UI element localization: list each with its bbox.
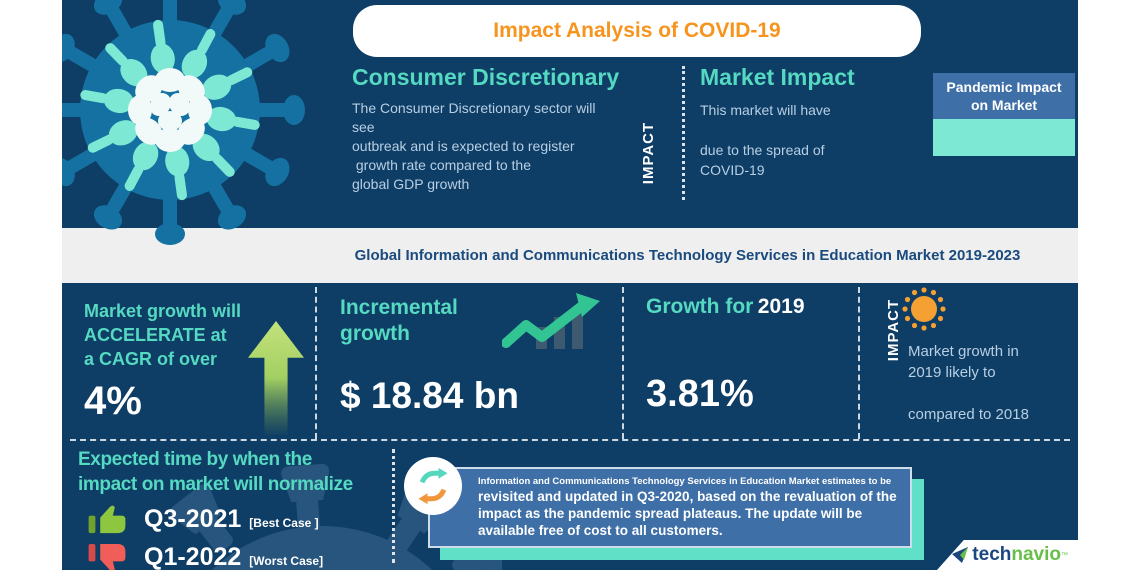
- update-note-box: Information and Communications Technolog…: [428, 467, 912, 548]
- impact-2019-text: Market growth in 2019 likely to compared…: [908, 341, 1029, 425]
- page-title: Impact Analysis of COVID-19: [493, 19, 781, 42]
- thumbs-up-icon: [88, 505, 126, 534]
- worst-case-value: Q1-2022: [144, 543, 242, 570]
- stats-band: Market growth will ACCELERATE at a CAGR …: [62, 283, 1078, 570]
- brand-corner: tech navio ™: [937, 540, 1078, 570]
- worst-case-row: Q1-2022 [Worst Case]: [88, 542, 353, 570]
- incremental-heading-line: Incremental: [340, 296, 458, 319]
- impact-vertical-label-bottom: IMPACT: [885, 298, 902, 362]
- note-body: revisited and updated in Q3-2020, based …: [478, 489, 897, 538]
- market-title-band: Global Information and Communications Te…: [62, 228, 1078, 283]
- body-line: growth rate compared to the: [352, 157, 531, 173]
- trademark-mark: ™: [1061, 551, 1068, 559]
- best-case-label: [Best Case ]: [249, 515, 319, 530]
- refresh-arrows-icon: [418, 467, 448, 505]
- cagr-heading-line: ACCELERATE at: [84, 325, 227, 345]
- brand-name-tech: tech: [972, 544, 1012, 565]
- body-line: outbreak and is expected to register: [352, 138, 575, 154]
- trend-up-icon: [502, 293, 600, 349]
- bottom-dotted-separator: [392, 449, 395, 563]
- note-market-name: Information and Communications Technolog…: [478, 476, 892, 487]
- pandemic-impact-badge-swatch: [933, 119, 1075, 156]
- normalize-block: Expected time by when the impact on mark…: [78, 447, 353, 570]
- impact-line: [908, 383, 1029, 404]
- refresh-icon: [404, 457, 462, 515]
- growth-year: 2019: [757, 295, 805, 318]
- growth-up-arrow-icon: [248, 321, 304, 435]
- impact-line: 2019 likely to: [908, 364, 996, 381]
- cagr-heading-line: a CAGR of over: [84, 349, 218, 369]
- stat-separator: [858, 287, 860, 439]
- best-case-value: Q3-2021: [144, 505, 242, 533]
- body-line: [700, 120, 831, 140]
- pandemic-impact-badge-label: Pandemic Impact on Market: [933, 73, 1075, 119]
- top-band: Impact Analysis of COVID-19 Consumer Dis…: [62, 0, 1078, 228]
- body-line: see: [352, 119, 375, 135]
- consumer-discretionary-body: The Consumer Discretionary sector will s…: [352, 99, 596, 194]
- body-line: due to the spread of: [700, 142, 825, 158]
- worst-case-label: [Worst Case]: [249, 553, 324, 568]
- virus-illustration: [62, 0, 322, 262]
- best-case-row: Q3-2021 [Best Case ]: [88, 504, 353, 535]
- infographic-canvas: Impact Analysis of COVID-19 Consumer Dis…: [62, 0, 1078, 570]
- stat-incremental-growth: Incremental growth $ 18.84 bn: [340, 295, 519, 417]
- coronavirus-icon: [902, 287, 946, 331]
- stat-cagr: Market growth will ACCELERATE at a CAGR …: [84, 299, 241, 424]
- stat-separator: [622, 287, 624, 439]
- growth-value: 3.81%: [646, 373, 754, 415]
- cagr-value: 4%: [84, 379, 142, 423]
- body-line: COVID-19: [700, 162, 765, 178]
- body-line: The Consumer Discretionary sector will: [352, 100, 596, 116]
- body-line: global GDP growth: [352, 176, 470, 192]
- cagr-heading-line: Market growth will: [84, 301, 242, 321]
- growth-heading: Growth for: [646, 295, 754, 318]
- brand-name-navio: navio: [1011, 544, 1061, 565]
- pandemic-impact-badge: Pandemic Impact on Market: [933, 73, 1075, 156]
- main-title-banner: Impact Analysis of COVID-19: [353, 5, 921, 57]
- market-title: Global Information and Communications Te…: [354, 247, 1021, 264]
- impact-line: Market growth in: [908, 343, 1019, 360]
- market-impact-heading: Market Impact: [700, 64, 855, 90]
- thumbs-down-icon: [88, 543, 126, 570]
- horizontal-dashed-separator: [70, 439, 1070, 441]
- impact-vertical-label-top: IMPACT: [640, 121, 657, 185]
- top-dotted-separator: [682, 66, 685, 200]
- stat-separator: [315, 287, 317, 439]
- impact-line: compared to 2018: [908, 406, 1029, 423]
- normalize-heading-line: Expected time by when the: [78, 449, 312, 470]
- consumer-discretionary-heading: Consumer Discretionary: [352, 64, 620, 90]
- market-impact-body: This market will have due to the spread …: [700, 100, 831, 180]
- stat-growth-2019: Growth for 2019 3.81%: [646, 295, 805, 416]
- technavio-logo-icon: [952, 547, 969, 563]
- incremental-heading-line: growth: [340, 322, 410, 345]
- incremental-value: $ 18.84 bn: [340, 375, 519, 416]
- body-line: This market will have: [700, 102, 831, 118]
- normalize-heading-line: impact on market will normalize: [78, 474, 353, 495]
